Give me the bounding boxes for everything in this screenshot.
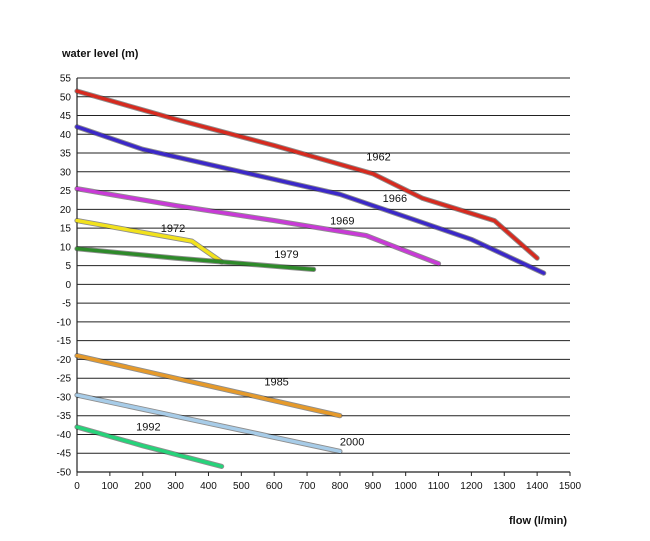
x-tick-label: 1000 [395, 481, 418, 492]
x-tick-label: 600 [266, 481, 283, 492]
x-tick-label: 200 [134, 481, 151, 492]
y-tick-label: -30 [57, 392, 72, 403]
series-labels: 1962 1966 1969 1972 1979 1985 1992 2000 [136, 152, 407, 449]
y-tick-label: 0 [65, 280, 71, 291]
y-tick-label: 10 [60, 242, 72, 253]
x-axis-title: flow (l/min) [509, 515, 567, 527]
series-label-1969: 1969 [330, 215, 354, 227]
y-tick-label: -50 [57, 468, 72, 479]
series-label-2000: 2000 [340, 437, 364, 449]
x-tick-label: 400 [200, 481, 217, 492]
x-tick-label: 700 [299, 481, 316, 492]
y-axis-title: water level (m) [61, 48, 139, 60]
series-line-1972 [75, 218, 224, 264]
series-line-1992 [75, 425, 224, 469]
x-tick-label: 100 [102, 481, 119, 492]
y-tick-label: 45 [60, 111, 72, 122]
x-tick-label: 1400 [526, 481, 549, 492]
x-tick-label: 800 [332, 481, 349, 492]
y-tick-label: -40 [57, 430, 72, 441]
series-label-1962: 1962 [366, 152, 390, 164]
series-label-1966: 1966 [383, 193, 407, 205]
series-label-1972: 1972 [161, 223, 185, 235]
series-line-1979 [75, 246, 316, 272]
x-tick-label: 300 [167, 481, 184, 492]
y-tick-label: -5 [62, 299, 71, 310]
y-tick-label: -35 [57, 411, 72, 422]
y-tick-label: 15 [60, 224, 72, 235]
series-line-1969 [75, 186, 441, 266]
y-tick-label: 50 [60, 92, 72, 103]
y-tick-label: 40 [60, 130, 72, 141]
series-lines [74, 88, 547, 469]
series-line-1962 [75, 89, 539, 260]
y-tick-label: 30 [60, 167, 72, 178]
y-tick-label: -25 [57, 374, 72, 385]
y-tick-label: 25 [60, 186, 72, 197]
x-tick-label: 1100 [428, 481, 450, 492]
y-tick-label: -20 [57, 355, 72, 366]
x-tick-label: 0 [74, 481, 80, 492]
x-tick-label: 1200 [460, 481, 483, 492]
axes: 5550454035302520151050-5-10-15-20-25-30-… [57, 74, 582, 493]
series-line-2000 [75, 393, 342, 454]
series-label-1992: 1992 [136, 422, 160, 434]
x-tick-label: 1300 [493, 481, 516, 492]
y-tick-label: -45 [57, 449, 72, 460]
x-tick-label: 500 [233, 481, 250, 492]
x-tick-label: 1500 [559, 481, 582, 492]
y-tick-label: 5 [65, 261, 71, 272]
series-label-1979: 1979 [274, 249, 298, 261]
series-line-1985 [75, 354, 342, 418]
x-tick-label: 900 [364, 481, 381, 492]
y-tick-label: -10 [57, 317, 72, 328]
y-tick-label: 20 [60, 205, 72, 216]
y-tick-label: 55 [60, 74, 72, 85]
series-line-1966 [75, 125, 546, 275]
series-label-1985: 1985 [264, 377, 288, 389]
y-tick-label: -15 [57, 336, 72, 347]
y-tick-label: 35 [60, 149, 72, 160]
